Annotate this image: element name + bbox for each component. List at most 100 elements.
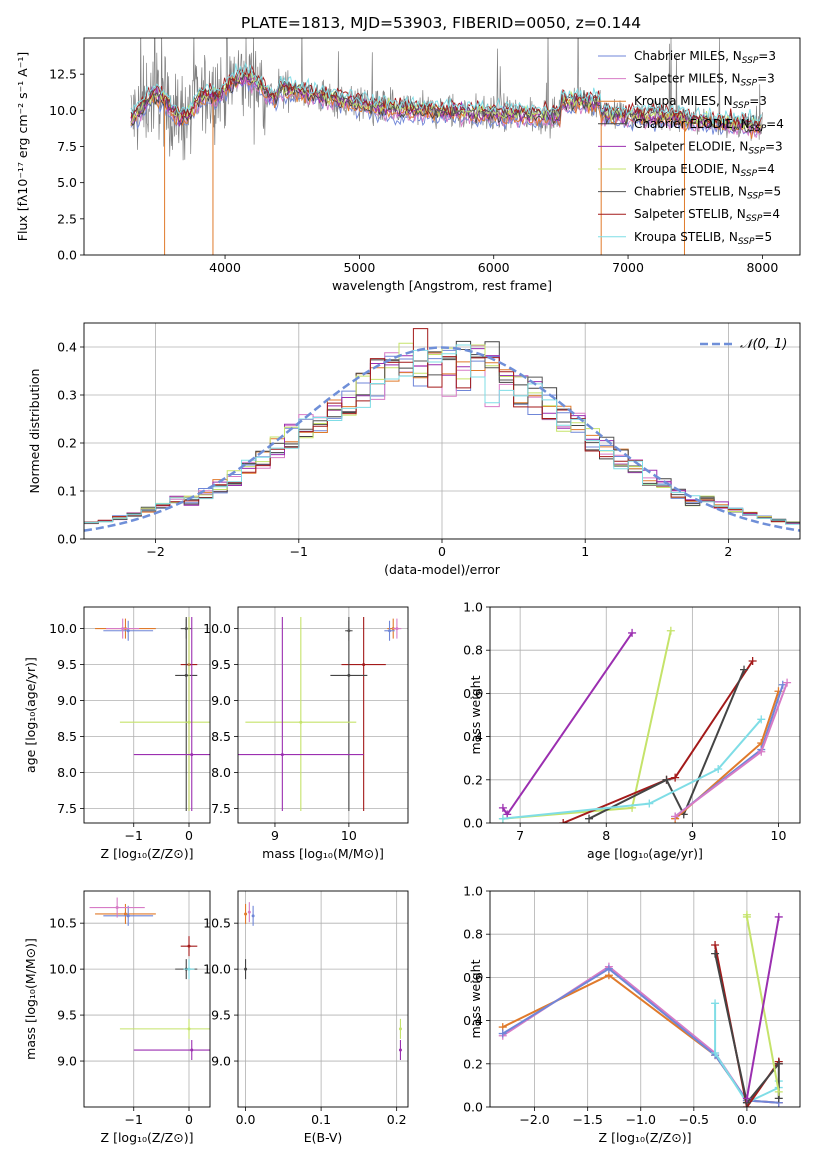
weight-line-2 xyxy=(562,660,754,823)
y-tick-label: 8.5 xyxy=(211,729,231,744)
data-point-6 xyxy=(187,1027,191,1031)
y-tick-label: 8.0 xyxy=(57,765,77,780)
weight-marker-0-2 xyxy=(628,628,637,637)
residual-histogram-8 xyxy=(84,344,800,525)
y-tick-label: 0.3 xyxy=(57,388,77,403)
legend-sub: SSP xyxy=(741,79,758,89)
y-tick-label: 0.2 xyxy=(463,772,483,787)
plot-area xyxy=(84,607,210,823)
weight-marker-2-0 xyxy=(498,1029,507,1038)
axes-frame xyxy=(489,606,801,824)
residuals-panel: −2 −1 0 1 2 0.0 0.1 0.2 0.3 0.4 (data-model)/error… xyxy=(27,322,801,577)
weight-marker-2-3 xyxy=(748,657,757,665)
x-tick-label: 9 xyxy=(271,828,279,843)
y-tick-label: 0.6 xyxy=(463,686,483,701)
data-point-1 xyxy=(395,627,399,631)
data-point-2 xyxy=(115,906,119,910)
legend-label-3: Chabrier ELODIE, NSSP=4 xyxy=(634,117,784,134)
mass-vs-z-panel: −1 0 9.0 9.5 10.0 10.5 Z [log₁₀(Z/Z⊙)] mass [lo… xyxy=(23,890,211,1145)
y-tick-label: 5.0 xyxy=(57,175,77,190)
weight-marker-4-1 xyxy=(645,799,654,808)
y-tick-label: 10.0 xyxy=(49,103,77,118)
y-tick-label: 7.5 xyxy=(57,139,77,154)
y-tick-label: 9.5 xyxy=(211,1008,231,1023)
data-point-4 xyxy=(347,673,351,677)
x-tick-label: 9 xyxy=(688,828,696,843)
weight-marker-3-0 xyxy=(585,814,594,823)
legend-text: Kroupa MILES, N xyxy=(634,94,733,108)
data-point-4 xyxy=(398,1027,402,1031)
legend-val: =3 xyxy=(758,49,776,63)
plot-area xyxy=(238,607,408,823)
data-point-0 xyxy=(244,912,248,916)
weight-marker-4-0 xyxy=(498,814,507,823)
plot-area xyxy=(84,891,210,1107)
age-vs-z-panel: −1 0 7.5 8.0 8.5 9.0 9.5 10.0 Z [log₁₀(Z/Z⊙)] age… xyxy=(23,606,211,861)
legend-label-6: Chabrier STELIB, NSSP=5 xyxy=(634,185,781,202)
plot-area xyxy=(130,38,763,255)
y-tick-label: 9.0 xyxy=(57,1054,77,1069)
weight-marker-3-1 xyxy=(711,1049,720,1057)
x-tick-label: 0 xyxy=(438,544,446,559)
x-axis-label: E(B-V) xyxy=(304,1130,343,1145)
legend-label-7: Salpeter STELIB, NSSP=4 xyxy=(634,207,780,224)
weight-marker-3-1 xyxy=(662,775,671,784)
legend-val: =5 xyxy=(754,230,772,244)
x-tick-label: 2 xyxy=(724,544,732,559)
legend-text: Chabrier STELIB, N xyxy=(634,185,747,199)
data-point-2 xyxy=(251,914,255,918)
x-tick-label: −1 xyxy=(290,544,308,559)
spectrum-panel: 4000 5000 6000 7000 8000 0.0 2.5 5.0 7.5 10.0 12.5… xyxy=(15,37,801,293)
x-axis-label: Z [log₁₀(Z/Z⊙)] xyxy=(101,846,194,861)
data-point-7 xyxy=(190,753,194,757)
data-point-6 xyxy=(187,720,191,724)
model-line-8 xyxy=(130,61,762,126)
data-point-5 xyxy=(398,1048,402,1052)
model-line-6 xyxy=(130,66,762,128)
y-tick-label: 12.5 xyxy=(49,67,77,82)
weight-marker-7-0 xyxy=(742,1094,751,1103)
y-tick-label: 10.0 xyxy=(203,962,231,977)
y-tick-label: 7.5 xyxy=(211,801,231,816)
y-tick-label: 10.5 xyxy=(203,916,231,931)
x-tick-label: −2.0 xyxy=(519,1112,549,1127)
y-tick-label: 7.5 xyxy=(57,801,77,816)
y-tick-label: 9.5 xyxy=(57,1008,77,1023)
legend-label-1: Salpeter MILES, NSSP=3 xyxy=(634,72,775,89)
plot-area xyxy=(490,891,800,1107)
data-point-4 xyxy=(184,673,188,677)
y-tick-label: 0.4 xyxy=(463,729,483,744)
x-axis-label: wavelength [Angstrom, rest frame] xyxy=(332,278,552,293)
legend-sub: SSP xyxy=(738,237,755,247)
y-axis-label: mass weight xyxy=(468,675,483,754)
legend-text: Salpeter ELODIE, N xyxy=(634,139,748,153)
data-point-7 xyxy=(190,1048,194,1052)
plot-area xyxy=(238,891,408,1107)
y-tick-label: 0.8 xyxy=(463,643,483,658)
weight-line-0 xyxy=(502,632,633,817)
weight-marker-6-1 xyxy=(742,912,751,921)
x-tick-label: −0.5 xyxy=(679,1112,709,1127)
weight-marker-5-0 xyxy=(711,949,720,958)
data-point-3 xyxy=(187,944,191,948)
data-point-2 xyxy=(388,629,392,633)
x-tick-label: −1.0 xyxy=(626,1112,656,1127)
weight-line-3 xyxy=(588,669,745,820)
y-tick-label: 1.0 xyxy=(463,884,483,899)
plot-area xyxy=(490,607,800,823)
legend-text: Kroupa STELIB, N xyxy=(634,230,738,244)
y-tick-label: 2.5 xyxy=(57,211,77,226)
plot-area xyxy=(84,323,800,539)
mass-vs-ebv-panel: 0.0 0.1 0.2 9.0 9.5 10.0 10.5 E(B-V) xyxy=(203,890,409,1145)
x-tick-label: 5000 xyxy=(343,260,375,275)
x-tick-label: 0.0 xyxy=(737,1112,757,1127)
weight-marker-2-1 xyxy=(604,964,613,973)
y-tick-label: 8.5 xyxy=(57,729,77,744)
legend-sub: SSP xyxy=(742,56,759,66)
data-point-1 xyxy=(126,629,130,633)
legend-label-8: Kroupa STELIB, NSSP=5 xyxy=(634,230,772,247)
axes-frame xyxy=(489,890,801,1108)
y-tick-label: 1.0 xyxy=(463,600,483,615)
data-point-3 xyxy=(244,967,248,971)
